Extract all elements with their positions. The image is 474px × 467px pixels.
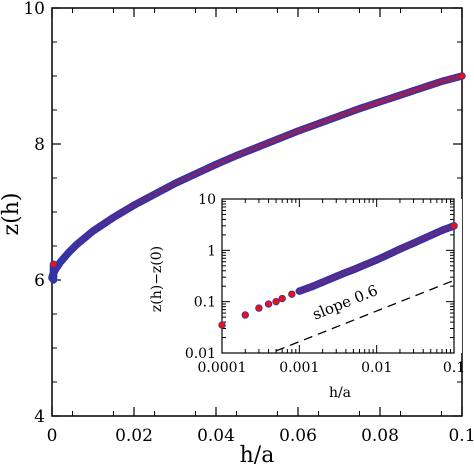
inset-series <box>218 222 458 329</box>
inset-data-point <box>218 321 226 329</box>
main-y-axis-label: z(h) <box>0 193 24 236</box>
inset-y-tick-label: 0.1 <box>194 295 216 311</box>
main-y-tick-label: 4 <box>34 407 45 427</box>
inset-data-point <box>450 222 458 230</box>
main-y-tick-label: 10 <box>23 0 45 19</box>
inset-y-tick-label: 10 <box>198 192 216 208</box>
main-x-tick-label: 0 <box>47 426 58 446</box>
inset-x-axis-label: h/a <box>329 385 351 401</box>
main-y-tick-label: 6 <box>34 271 45 291</box>
main-x-tick-label: 0.02 <box>115 426 153 446</box>
inset-y-tick-label: 0.01 <box>185 346 216 362</box>
main-series <box>48 72 466 284</box>
inset-plot-frame <box>221 198 455 354</box>
inset-data-point <box>255 304 263 312</box>
inset-data-point <box>288 290 296 298</box>
main-data-point <box>458 72 466 80</box>
inset-ticks: 0.0001 0.001 0.01 0.1 0.01 0.1 1 10 <box>185 192 465 376</box>
main-ticks: 0 0.02 0.04 0.06 0.08 0.1 4 6 8 10 <box>23 0 474 446</box>
inset-y-axis-label: z(h)−z(0) <box>149 246 165 312</box>
inset-data-point <box>264 300 273 308</box>
inset-x-tick-label: 0.001 <box>279 360 319 376</box>
main-y-tick-label: 8 <box>34 135 45 155</box>
inset-x-tick-label: 0.1 <box>443 360 465 376</box>
inset-x-tick-label: 0.0001 <box>198 360 247 376</box>
main-x-tick-label: 0.06 <box>279 426 317 446</box>
inset-data-point <box>241 311 249 319</box>
main-x-axis-label: h/a <box>240 443 275 467</box>
main-x-tick-label: 0.08 <box>361 426 399 446</box>
main-x-tick-label: 0.1 <box>448 426 474 446</box>
inset-data-point <box>278 294 286 303</box>
main-data-point <box>49 260 58 268</box>
inset-x-tick-label: 0.01 <box>361 360 392 376</box>
inset-y-tick-label: 1 <box>207 243 216 259</box>
main-x-tick-label: 0.04 <box>197 426 235 446</box>
inset-data-point <box>272 297 280 306</box>
slope-reference-line <box>275 279 455 352</box>
